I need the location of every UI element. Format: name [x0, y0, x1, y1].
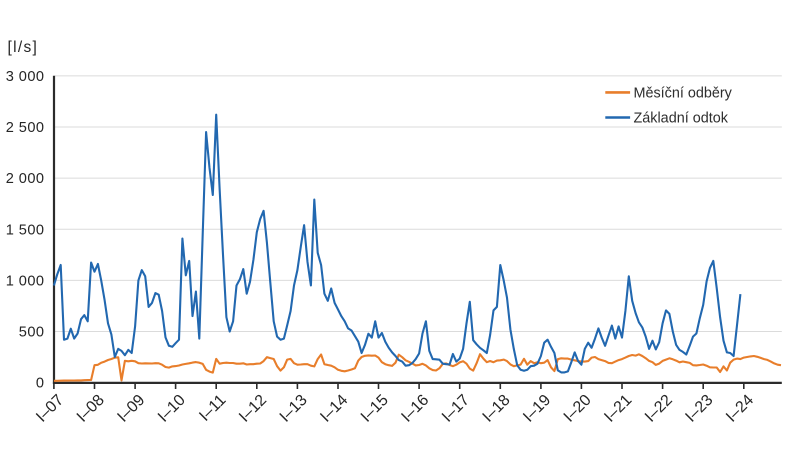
svg-text:1 500: 1 500 [6, 222, 45, 238]
svg-text:[l/s]: [l/s] [8, 39, 39, 56]
svg-text:2 000: 2 000 [6, 171, 45, 187]
svg-text:500: 500 [19, 325, 45, 341]
svg-text:3 000: 3 000 [6, 69, 45, 85]
svg-text:2 500: 2 500 [6, 120, 45, 136]
svg-text:1 000: 1 000 [6, 273, 45, 289]
svg-text:Základní odtok: Základní odtok [634, 111, 729, 127]
svg-text:0: 0 [36, 376, 45, 392]
svg-text:Měsíční odběry: Měsíční odběry [634, 85, 733, 101]
